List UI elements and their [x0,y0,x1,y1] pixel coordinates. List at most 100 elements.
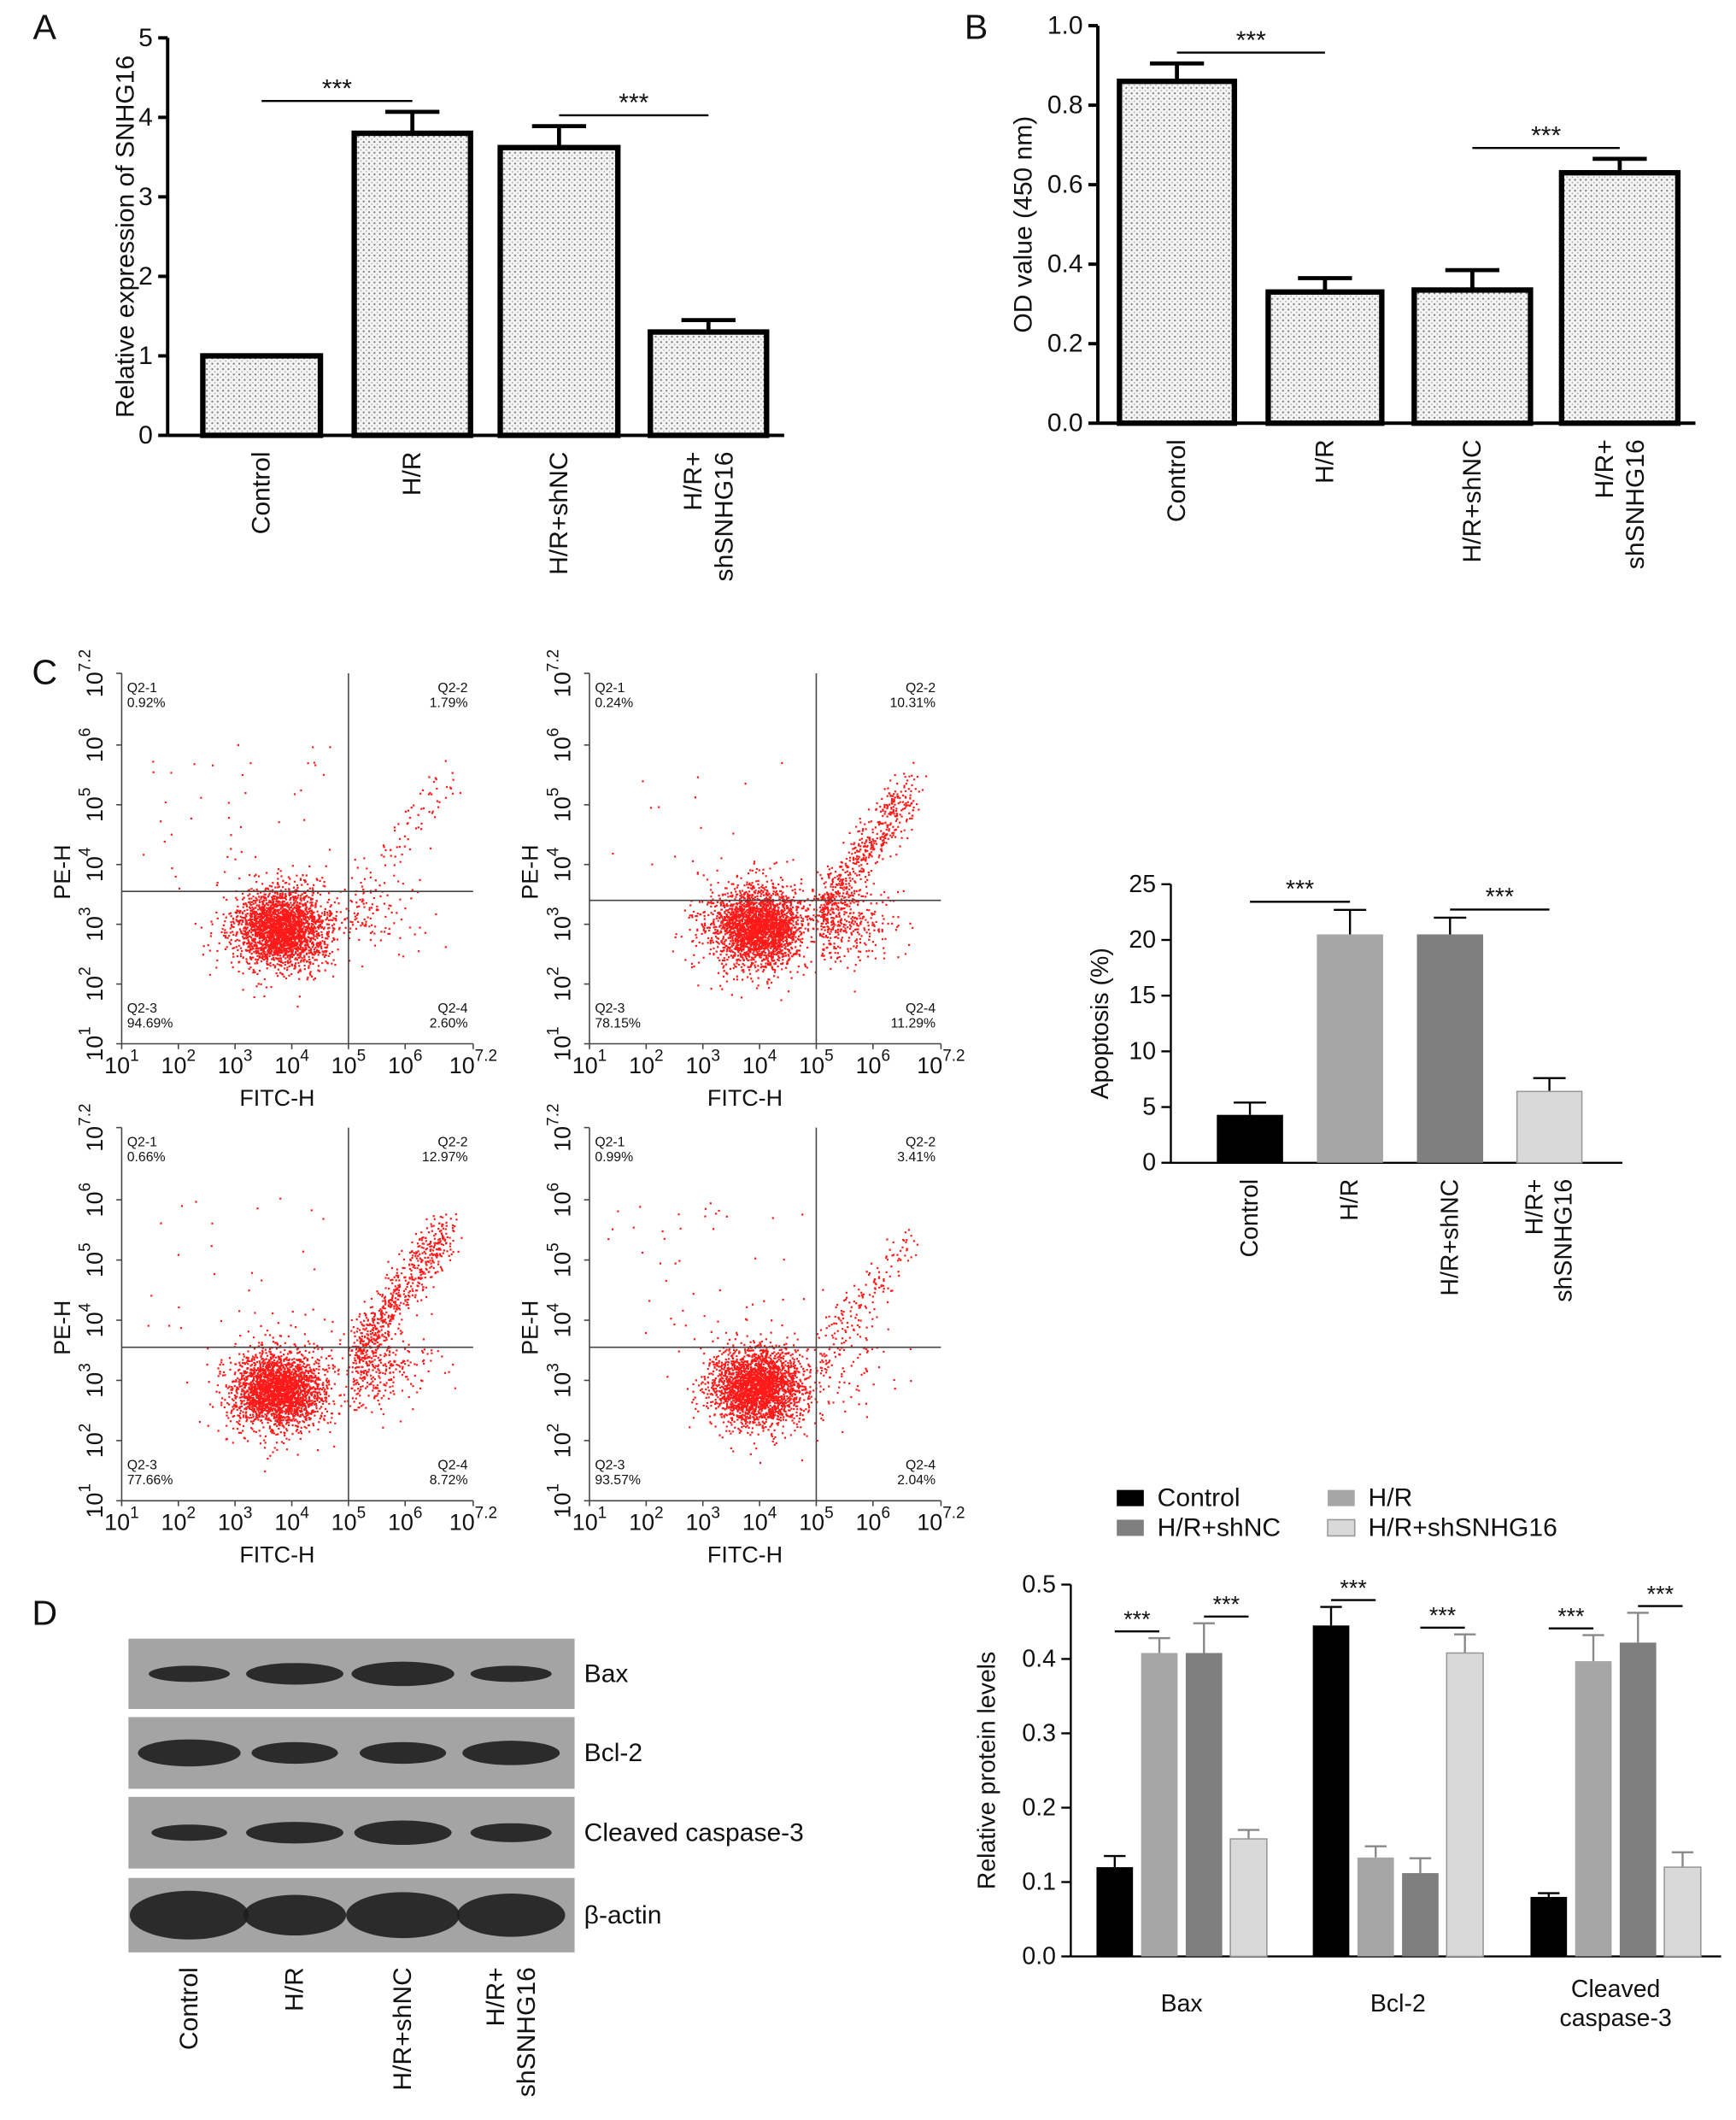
y-tick-label: 0.3 [1022,1719,1056,1747]
protein-label: Cleaved caspase-3 [584,1818,804,1847]
y-tick-label: 101 [544,1026,576,1060]
tick-exponent: 7.2 [76,649,94,672]
tick-base: 10 [917,1510,942,1536]
quadrant-percent: 77.66% [127,1473,173,1488]
tick-base: 10 [388,1510,413,1536]
blot-band [346,1892,460,1939]
tick-exponent: 2 [76,966,94,976]
y-tick-label: 1.0 [1047,12,1083,40]
bar [1516,1090,1583,1164]
x-tick-label: 104 [274,1047,308,1078]
tick-base: 10 [856,1053,882,1078]
tick-base: 10 [104,1510,130,1536]
y-tick-label: 0.0 [1022,1943,1056,1970]
bar [497,144,621,438]
y-tick-label: 0 [1142,1149,1156,1177]
x-tick-label: 103 [685,1047,719,1078]
y-tick-label: 105 [76,1242,108,1277]
tick-base: 10 [549,1312,575,1337]
x-tick-label: H/R+shNC [1436,1179,1463,1296]
bar [1312,1625,1350,1957]
tick-exponent: 5 [824,1047,834,1065]
tick-base: 10 [82,737,108,762]
y-tick-label: 104 [544,1303,576,1337]
tick-exponent: 4 [768,1047,777,1065]
tick-exponent: 2 [544,1424,562,1433]
bar [351,130,473,438]
x-tick-label: Control [1236,1179,1264,1258]
tick-exponent: 2 [186,1504,196,1522]
quadrant-percent: 12.97% [422,1150,468,1165]
significance-label: *** [1486,884,1514,911]
tick-exponent: 4 [300,1504,309,1522]
tick-base: 10 [82,1252,108,1277]
bar [1096,1867,1134,1957]
bar [200,353,324,438]
x-tick-label: 107.2 [917,1504,965,1536]
x-tick-label: 104 [274,1504,308,1536]
tick-exponent: 3 [544,907,562,916]
tick-exponent: 5 [824,1504,834,1522]
x-tick-label: 103 [218,1047,252,1078]
y-axis-label: OD value (450 nm) [1009,116,1037,333]
significance-label: *** [1286,876,1314,903]
tick-exponent: 5 [544,788,562,797]
y-axis-label: Relative protein levels [973,1652,1000,1889]
quadrant-name: Q2-4 [906,1459,935,1473]
tick-base: 10 [549,1372,575,1398]
bar [1575,1661,1612,1957]
y-tick-label: 0.2 [1022,1794,1056,1821]
legend-label: H/R+shNC [1158,1513,1281,1542]
tick-base: 10 [82,1312,108,1337]
bar [1357,1857,1394,1957]
x-tick-label: H/R [398,451,426,496]
tick-exponent: 6 [76,728,94,737]
quadrant-name: Q2-4 [437,1459,467,1473]
tick-base: 10 [799,1053,824,1078]
y-tick-label: 103 [76,1363,108,1397]
y-tick-label: 0.0 [1047,409,1083,438]
blot-band [243,1894,347,1936]
tick-exponent: 7.2 [942,1504,965,1522]
protein-label: β-actin [584,1901,662,1929]
lane-label: H/R+shNC [389,1967,417,2090]
bar [1619,1642,1657,1957]
x-tick-label: Control [248,451,276,534]
tick-exponent: 5 [357,1504,367,1522]
x-tick-label: Bax [1161,1990,1203,2017]
blot-band [470,1823,552,1842]
tick-base: 10 [82,856,108,882]
quadrant-name: Q2-2 [437,681,467,696]
x-tick-label: 102 [161,1047,196,1078]
bar [1416,934,1484,1163]
blot-band [246,1822,343,1844]
bar [1185,1653,1223,1957]
x-axis-label: FITC-H [239,1542,314,1568]
y-tick-label: 101 [76,1026,108,1060]
tick-base: 10 [82,1126,108,1152]
tick-base: 10 [572,1053,598,1078]
quadrant-name: Q2-2 [906,1136,935,1150]
tick-base: 10 [218,1510,243,1536]
tick-exponent: 6 [544,728,562,737]
blot-band [456,1893,566,1937]
blot-band [246,1663,343,1685]
lane-label: H/R [280,1967,308,2011]
y-tick-label: 0.2 [1047,330,1083,358]
tick-base: 10 [82,672,108,697]
y-tick-label: 106 [544,728,576,762]
quadrant-percent: 0.92% [127,696,166,710]
y-tick-label: 0.8 [1047,91,1083,120]
y-tick-label: 105 [544,788,576,822]
x-tick-label: 101 [104,1504,138,1536]
tick-base: 10 [549,856,575,882]
x-tick-label: 107.2 [449,1504,497,1536]
x-tick-label: 107.2 [449,1047,497,1078]
y-tick-label: 102 [76,1424,108,1458]
quadrant-name: Q2-1 [127,681,157,696]
y-tick-label: 1 [138,342,153,370]
y-tick-label: 106 [76,1183,108,1217]
x-tick-label: 106 [856,1504,890,1536]
tick-exponent: 3 [544,1363,562,1372]
tick-exponent: 2 [654,1504,664,1522]
